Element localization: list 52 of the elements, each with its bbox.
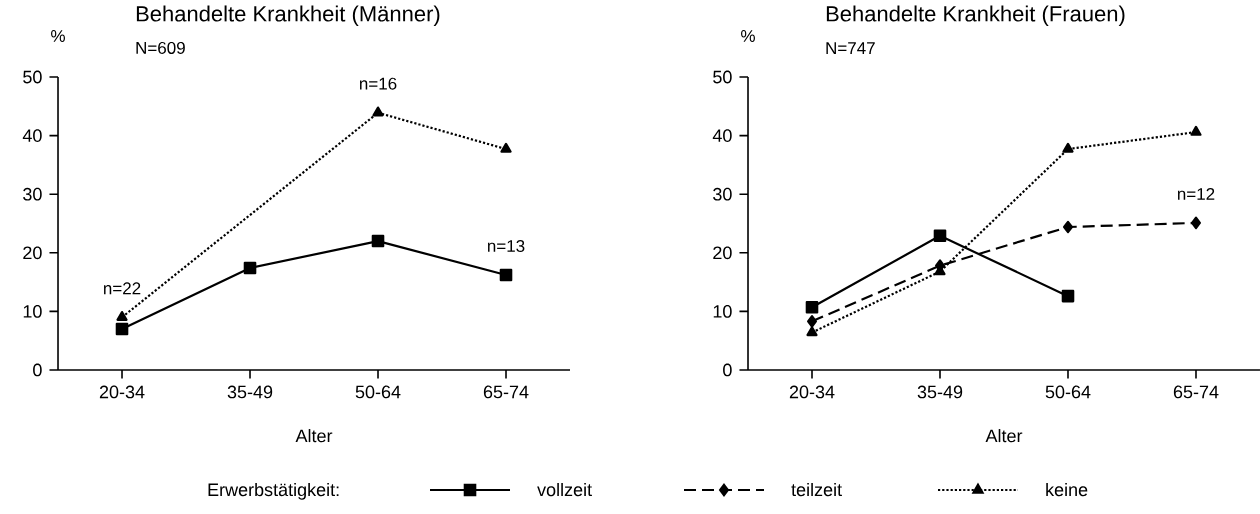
annotation: n=13 [487,239,525,252]
point [1190,125,1202,136]
chart-subtitle: N=609 [136,41,185,54]
point [807,315,817,328]
x-tick-label: 20-34 [789,385,835,399]
y-tick-label: 30 [23,187,42,201]
point [499,268,513,282]
y-tick-label: 10 [713,305,732,318]
x-tick-label: 50-64 [1045,385,1091,399]
x-tick-label: 50-64 [355,385,401,399]
y-tick-label: 40 [712,129,732,142]
point [500,142,512,153]
point [933,229,947,243]
point [372,106,384,117]
y-tick-label: 10 [23,305,42,318]
point [371,234,385,248]
point [115,322,129,336]
point [1191,216,1201,230]
point [243,261,257,275]
y-tick-label: 0 [33,363,42,377]
x-tick-label: 65-74 [1173,385,1219,399]
annotation: n=22 [104,282,141,295]
chart-subtitle: N=747 [826,42,875,54]
point [805,300,819,314]
y-axis-title: % [741,30,755,42]
annotation: n=16 [359,77,397,90]
x-tick-label: 20-34 [99,385,145,399]
x-tick-label: 35-49 [227,385,273,399]
annotation: n=12 [1177,187,1215,200]
x-tick-label: 65-74 [483,385,529,399]
point [116,310,128,321]
legend-label: teilzeit [791,482,842,497]
x-axis-title: Alter [985,429,1023,443]
point [1061,289,1075,303]
y-tick-label: 20 [713,246,732,260]
point [806,326,818,337]
point [1063,220,1073,234]
y-tick-label: 0 [723,363,732,377]
legend-title: Erwerbstätigkeit: [208,482,339,500]
chart-title: Behandelte Krankheit (Frauen) [826,5,1125,26]
y-axis-title: % [51,30,65,42]
y-tick-label: 50 [23,70,42,84]
y-tick-label: 40 [22,129,42,142]
legend-label: vollzeit [537,482,592,497]
y-tick-label: 30 [713,187,732,201]
x-tick-label: 35-49 [917,385,963,399]
y-tick-label: 50 [713,70,732,84]
x-axis-title: Alter [295,429,333,443]
legend-label: keine [1046,482,1088,497]
chart-title: Behandelte Krankheit (Männer) [136,5,440,26]
y-tick-label: 20 [23,246,42,260]
point [1062,142,1074,153]
